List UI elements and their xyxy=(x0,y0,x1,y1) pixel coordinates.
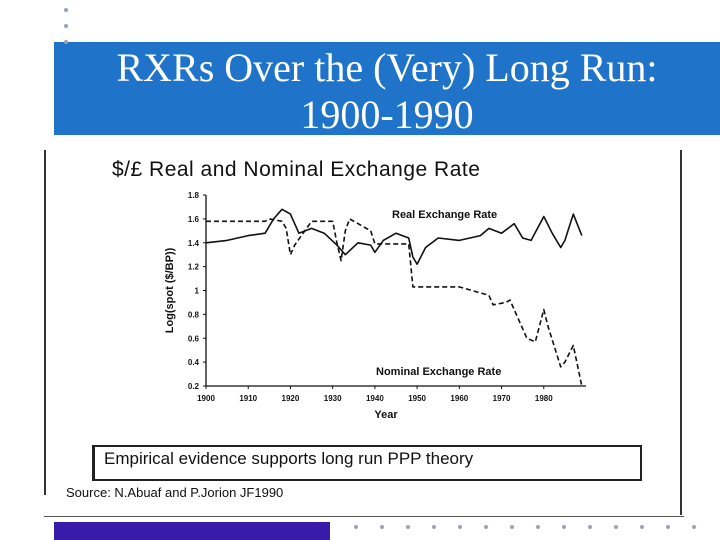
bullet-dot xyxy=(64,8,68,12)
x-tick-label: 1920 xyxy=(282,394,300,403)
y-tick-label: 1.2 xyxy=(188,263,200,272)
series-lines xyxy=(205,208,583,387)
note-box xyxy=(92,445,642,481)
x-tick-label: 1940 xyxy=(366,394,384,403)
title-band xyxy=(54,42,720,135)
bullet-dot xyxy=(588,525,592,529)
y-tick-labels: 0.2 0.4 0.6 0.8 1 1.2 1.4 1.6 1.8 xyxy=(188,191,206,391)
x-tick-label: 1950 xyxy=(408,394,426,403)
real-exchange-rate-line xyxy=(205,208,583,266)
x-tick-label: 1980 xyxy=(535,394,553,403)
scan-frame-left xyxy=(44,150,46,495)
chart-axes xyxy=(205,195,586,387)
y-tick-label: 1.6 xyxy=(188,215,200,224)
slide-title: RXRs Over the (Very) Long Run: 1900-1990 xyxy=(54,44,720,138)
bullet-dot xyxy=(380,525,384,529)
bullet-dot xyxy=(64,40,68,44)
source-text: Source: N.Abuaf and P.Jorion JF1990 xyxy=(66,485,284,500)
scan-frame-bottom xyxy=(44,516,684,517)
bullet-dot xyxy=(354,525,358,529)
axis-labels: Year Log(spot ($/BP)) xyxy=(164,247,398,421)
series-annotations: Real Exchange Rate Nominal Exchange Rate xyxy=(376,209,501,378)
x-tick-label: 1900 xyxy=(197,394,215,403)
x-tick-labels: 1900 1910 1920 1930 1940 1950 1960 1970 1980 xyxy=(197,386,553,403)
y-tick-label: 1 xyxy=(195,287,200,296)
bullet-dot xyxy=(562,525,566,529)
nominal-exchange-rate-line xyxy=(206,218,583,387)
bullet-dot xyxy=(64,24,68,28)
bullet-dot xyxy=(406,525,410,529)
bullet-dot xyxy=(510,525,514,529)
x-tick-label: 1930 xyxy=(324,394,342,403)
y-tick-label: 1.8 xyxy=(188,191,200,200)
y-tick-label: 0.6 xyxy=(188,334,200,343)
bullet-dot xyxy=(614,525,618,529)
bullet-dot xyxy=(458,525,462,529)
real-rate-annotation: Real Exchange Rate xyxy=(392,209,497,221)
y-tick-label: 0.8 xyxy=(188,310,200,319)
y-tick-label: 1.4 xyxy=(188,239,200,248)
y-tick-label: 0.2 xyxy=(188,382,200,391)
scan-frame-right xyxy=(680,150,682,515)
slide-title-line2: 1900-1990 xyxy=(300,92,474,137)
x-axis-label: Year xyxy=(374,409,398,421)
bullet-dot xyxy=(666,525,670,529)
x-tick-label: 1970 xyxy=(493,394,511,403)
y-axis-label: Log(spot ($/BP)) xyxy=(164,247,176,333)
chart-title: $/£ Real and Nominal Exchange Rate xyxy=(112,158,481,181)
bullet-dot xyxy=(484,525,488,529)
y-tick-label: 0.4 xyxy=(188,358,200,367)
bullet-dot xyxy=(536,525,540,529)
bullet-dot xyxy=(692,525,696,529)
bottom-band xyxy=(54,522,330,540)
slide-title-line1: RXRs Over the (Very) Long Run: xyxy=(116,45,658,90)
bullet-dot xyxy=(432,525,436,529)
nominal-rate-annotation: Nominal Exchange Rate xyxy=(376,366,501,378)
x-tick-label: 1960 xyxy=(450,394,468,403)
note-text: Empirical evidence supports long run PPP… xyxy=(104,449,474,468)
bullet-dot xyxy=(640,525,644,529)
x-tick-label: 1910 xyxy=(239,394,257,403)
